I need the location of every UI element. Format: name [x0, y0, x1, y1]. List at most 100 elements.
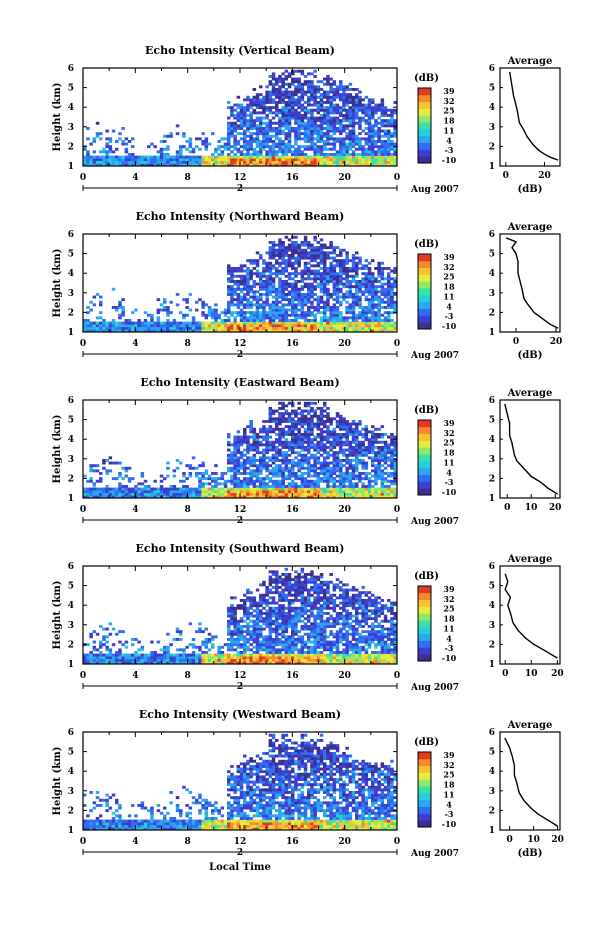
- heatmap-cell: [361, 436, 365, 439]
- heatmap-cell: [336, 316, 340, 319]
- heatmap-cell: [256, 301, 259, 304]
- heatmap-cell: [313, 132, 317, 135]
- heatmap-cell: [345, 311, 349, 314]
- heatmap-cell: [320, 324, 324, 327]
- heatmap-cell: [294, 462, 298, 465]
- heatmap-cell: [256, 324, 259, 327]
- heatmap-cell: [361, 316, 365, 319]
- heatmap-cell: [307, 462, 311, 465]
- heatmap-cell: [281, 153, 285, 156]
- heatmap-cell: [240, 104, 244, 107]
- heatmap-cell: [269, 446, 273, 449]
- heatmap-cell: [371, 301, 375, 304]
- heatmap-cell: [342, 109, 346, 112]
- heatmap-cell: [272, 267, 276, 270]
- heatmap-cell: [285, 148, 289, 151]
- heatmap-cell: [294, 143, 298, 146]
- heatmap-cell: [333, 290, 337, 293]
- heatmap-cell: [179, 311, 183, 314]
- heatmap-cell: [205, 145, 209, 148]
- heatmap-cell: [329, 275, 333, 278]
- heatmap-cell: [269, 98, 273, 101]
- heatmap-cell: [281, 480, 285, 483]
- heatmap-cell: [233, 469, 237, 472]
- heatmap-cell: [112, 322, 116, 325]
- heatmap-cell: [339, 254, 343, 257]
- heatmap-cell: [278, 327, 282, 330]
- heatmap-cell: [326, 288, 330, 291]
- heatmap-cell: [361, 104, 365, 107]
- heatmap-cell: [352, 301, 356, 304]
- heatmap-cell: [307, 412, 311, 415]
- heatmap-cell: [115, 148, 119, 151]
- heatmap-cell: [281, 156, 285, 159]
- heatmap-cell: [352, 106, 356, 109]
- heatmap-cell: [281, 493, 285, 496]
- heatmap-cell: [307, 83, 311, 86]
- heatmap-cell: [128, 488, 132, 491]
- heatmap-cell: [313, 288, 317, 291]
- heatmap-cell: [304, 153, 308, 156]
- heatmap-cell: [339, 111, 343, 114]
- heatmap-cell: [262, 480, 266, 483]
- heatmap-cell: [144, 156, 148, 159]
- heatmap-cell: [339, 443, 343, 446]
- heatmap-cell: [365, 472, 369, 475]
- heatmap-cell: [339, 114, 343, 117]
- heatmap-cell: [345, 428, 349, 431]
- heatmap-cell: [169, 135, 173, 138]
- heatmap-cell: [249, 272, 253, 275]
- heatmap-cell: [214, 488, 218, 491]
- heatmap-cell: [307, 288, 311, 291]
- heatmap-cell: [297, 104, 301, 107]
- heatmap-cell: [96, 469, 100, 472]
- heatmap-cell: [390, 156, 394, 159]
- heatmap-cell: [249, 296, 253, 299]
- heatmap-cell: [288, 91, 292, 94]
- heatmap-cell: [345, 283, 349, 286]
- heatmap-cell: [265, 145, 269, 148]
- heatmap-cell: [349, 462, 353, 465]
- heatmap-cell: [323, 472, 327, 475]
- heatmap-cell: [317, 415, 321, 418]
- heatmap-cell: [326, 101, 330, 104]
- heatmap-cell: [355, 122, 359, 125]
- heatmap-cell: [371, 298, 375, 301]
- heatmap-cell: [329, 246, 333, 249]
- heatmap-cell: [307, 293, 311, 296]
- heatmap-cell: [387, 140, 391, 143]
- heatmap-cell: [224, 493, 228, 496]
- heatmap-cell: [317, 156, 321, 159]
- heatmap-cell: [288, 140, 292, 143]
- average-y-tick-label: 6: [489, 230, 495, 240]
- heatmap-cell: [201, 322, 205, 325]
- heatmap-cell: [301, 415, 305, 418]
- heatmap-cell: [317, 477, 321, 480]
- heatmap-cell: [281, 428, 285, 431]
- heatmap-cell: [361, 130, 365, 133]
- heatmap-cell: [307, 267, 311, 270]
- heatmap-cell: [336, 425, 340, 428]
- heatmap-cell: [141, 488, 145, 491]
- heatmap-cell: [249, 119, 253, 122]
- heatmap-cell: [390, 482, 394, 485]
- heatmap-cell: [265, 91, 269, 94]
- y-tick-label: 3: [68, 289, 74, 299]
- heatmap-cell: [320, 327, 324, 330]
- heatmap-cell: [387, 443, 391, 446]
- heatmap-cell: [259, 150, 263, 153]
- heatmap-cell: [227, 132, 231, 135]
- heatmap-cell: [288, 277, 292, 280]
- heatmap-cell: [285, 443, 289, 446]
- heatmap-cell: [214, 493, 218, 496]
- heatmap-cell: [333, 314, 337, 317]
- heatmap-cell: [307, 96, 311, 99]
- heatmap-cell: [243, 485, 247, 488]
- heatmap-cell: [294, 272, 298, 275]
- heatmap-cell: [374, 293, 378, 296]
- heatmap-cell: [144, 493, 148, 496]
- heatmap-cell: [342, 153, 346, 156]
- heatmap-cell: [256, 104, 259, 107]
- heatmap-cell: [320, 156, 324, 159]
